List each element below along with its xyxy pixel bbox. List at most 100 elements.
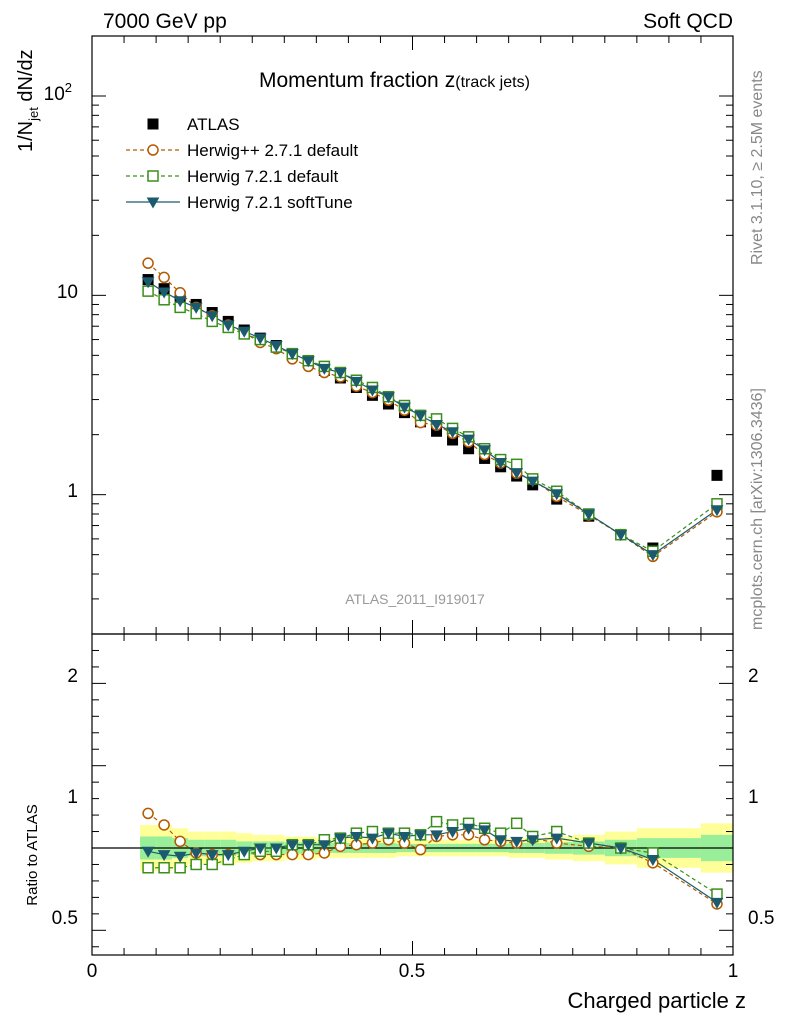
ratio-tick-label-1-left: 1 xyxy=(67,787,78,808)
legend-marker-herwigpp xyxy=(147,144,159,156)
ratio-softtune-point xyxy=(173,851,187,863)
legend-marker-herwig7 xyxy=(147,170,159,182)
ratio-tick-label-2-left: 2 xyxy=(67,666,78,687)
softtune-point xyxy=(462,434,475,446)
softtune-point xyxy=(237,326,251,338)
ratio-softtune-point xyxy=(285,840,299,852)
softtune-point xyxy=(253,333,267,345)
ratio-softtune-point xyxy=(614,843,628,855)
x-tick-label-2: 1 xyxy=(728,961,739,982)
softtune-point xyxy=(285,349,299,361)
softtune-point xyxy=(614,530,628,542)
ratio-softtune-point xyxy=(366,833,379,845)
softtune-point xyxy=(350,376,363,388)
herwigpp-point xyxy=(142,257,154,269)
softtune-point xyxy=(478,445,491,457)
ratio-herwig7-point xyxy=(174,862,186,874)
softtune-point xyxy=(710,505,724,517)
ratio-herwigpp-point xyxy=(174,835,186,848)
softtune-point xyxy=(430,419,443,431)
softtune-point xyxy=(582,509,596,521)
ratio-tick-label-05-left: 0.5 xyxy=(52,908,78,929)
herwigpp-line xyxy=(147,262,718,558)
ratio-tick-label-1-right: 1 xyxy=(748,787,759,808)
softtune-point xyxy=(646,550,660,562)
ratio-frame xyxy=(91,633,734,956)
softtune-point xyxy=(173,296,187,308)
atlas-point xyxy=(463,443,475,455)
ratio-softtune-point xyxy=(157,850,171,862)
ratio-softtune-point xyxy=(221,850,235,862)
ratio-softtune-point xyxy=(382,828,395,840)
legend: ATLAS Herwig++ 2.7.1 default Herwig 7.2.1 … xyxy=(126,115,358,212)
ratio-softtune-point xyxy=(526,835,540,847)
ratio-softtune-point xyxy=(494,835,508,847)
title-main: Momentum fraction xyxy=(259,69,439,92)
tick-labels: 0 0.5 1 1 10 102 2 1 0.5 2 1 0.5 xyxy=(44,80,775,982)
ratio-softtune-point xyxy=(398,831,411,843)
ratio-softtune-point xyxy=(550,833,564,845)
legend-marker-softtune xyxy=(146,197,160,209)
atlas-point xyxy=(711,469,723,481)
ratio-softtune-point xyxy=(350,831,363,843)
ratio-softtune-point xyxy=(301,840,315,852)
watermark: ATLAS_2011_I919017 xyxy=(345,591,485,607)
chart-title: Momentum fraction z(track jets) xyxy=(259,69,530,92)
softtune-point xyxy=(366,385,379,397)
x-tick-label-0: 0 xyxy=(87,961,98,982)
softtune-point xyxy=(494,458,508,470)
side-text-mcplots: mcplots.cern.ch [arXiv:1306.3436] xyxy=(749,388,766,630)
ratio-herwig7-point xyxy=(711,888,723,900)
ratio-herwig7-point xyxy=(190,858,202,871)
legend-label: Herwig 7.2.1 softTune xyxy=(187,193,353,212)
legend-label: Herwig++ 2.7.1 default xyxy=(187,141,358,160)
softtune-point xyxy=(334,368,347,380)
ratio-softtune-point xyxy=(205,850,219,862)
legend-marker-atlas xyxy=(147,118,159,130)
softtune-point xyxy=(317,363,331,375)
ratio-softtune-point xyxy=(317,840,331,852)
ratio-tick-label-05-right: 0.5 xyxy=(748,908,774,929)
ratio-softtune-point xyxy=(430,830,443,842)
atlas-point xyxy=(447,434,459,446)
x-axis-label: Charged particle z xyxy=(567,988,746,1013)
softtune-point xyxy=(526,476,540,488)
y-axis-label-main: 1/Njet dN/dz xyxy=(15,49,41,152)
ratio-softtune-point xyxy=(253,843,267,855)
y-tick-100-exp: 2 xyxy=(65,80,72,95)
atlas-point xyxy=(431,425,443,437)
herwig7-point xyxy=(510,458,523,471)
ratio-softtune-point xyxy=(478,825,491,837)
ratio-herwig7-point xyxy=(510,817,523,830)
side-text-rivet: Rivet 3.1.10, ≥ 2.5M events xyxy=(749,70,766,265)
ratio-softtune-point xyxy=(646,855,660,867)
main-panel xyxy=(91,35,734,635)
ratio-herwigpp-point xyxy=(414,843,427,856)
header-left: 7000 GeV pp xyxy=(103,10,227,33)
softtune-point xyxy=(550,489,564,501)
ratio-herwig7-point xyxy=(158,862,170,874)
y-label-part1: 1/N xyxy=(15,121,37,152)
y-tick-label-100: 102 xyxy=(44,80,72,105)
legend-label: ATLAS xyxy=(187,115,240,134)
ratio-softtune-point xyxy=(414,830,427,842)
ratio-softtune-point xyxy=(141,846,155,858)
title-sub: (track jets) xyxy=(455,74,530,91)
y-label-sub: jet xyxy=(26,107,41,122)
softtune-point xyxy=(157,287,171,299)
ratio-softtune-point xyxy=(189,848,203,860)
header-right: Soft QCD xyxy=(643,10,733,33)
ratio-softtune-point xyxy=(710,897,724,909)
ratio-herwigpp-point xyxy=(158,819,170,831)
softtune-point xyxy=(269,341,283,353)
ratio-softtune-point xyxy=(269,843,283,855)
ratio-panel xyxy=(91,633,734,956)
softtune-point xyxy=(414,410,427,422)
softtune-point xyxy=(141,277,155,289)
ratio-herwigpp-point xyxy=(142,807,154,820)
softtune-point xyxy=(398,402,411,414)
softtune-point xyxy=(301,356,315,368)
y-label-part2: dN/dz xyxy=(15,49,37,107)
ratio-herwig7-point xyxy=(142,862,154,874)
